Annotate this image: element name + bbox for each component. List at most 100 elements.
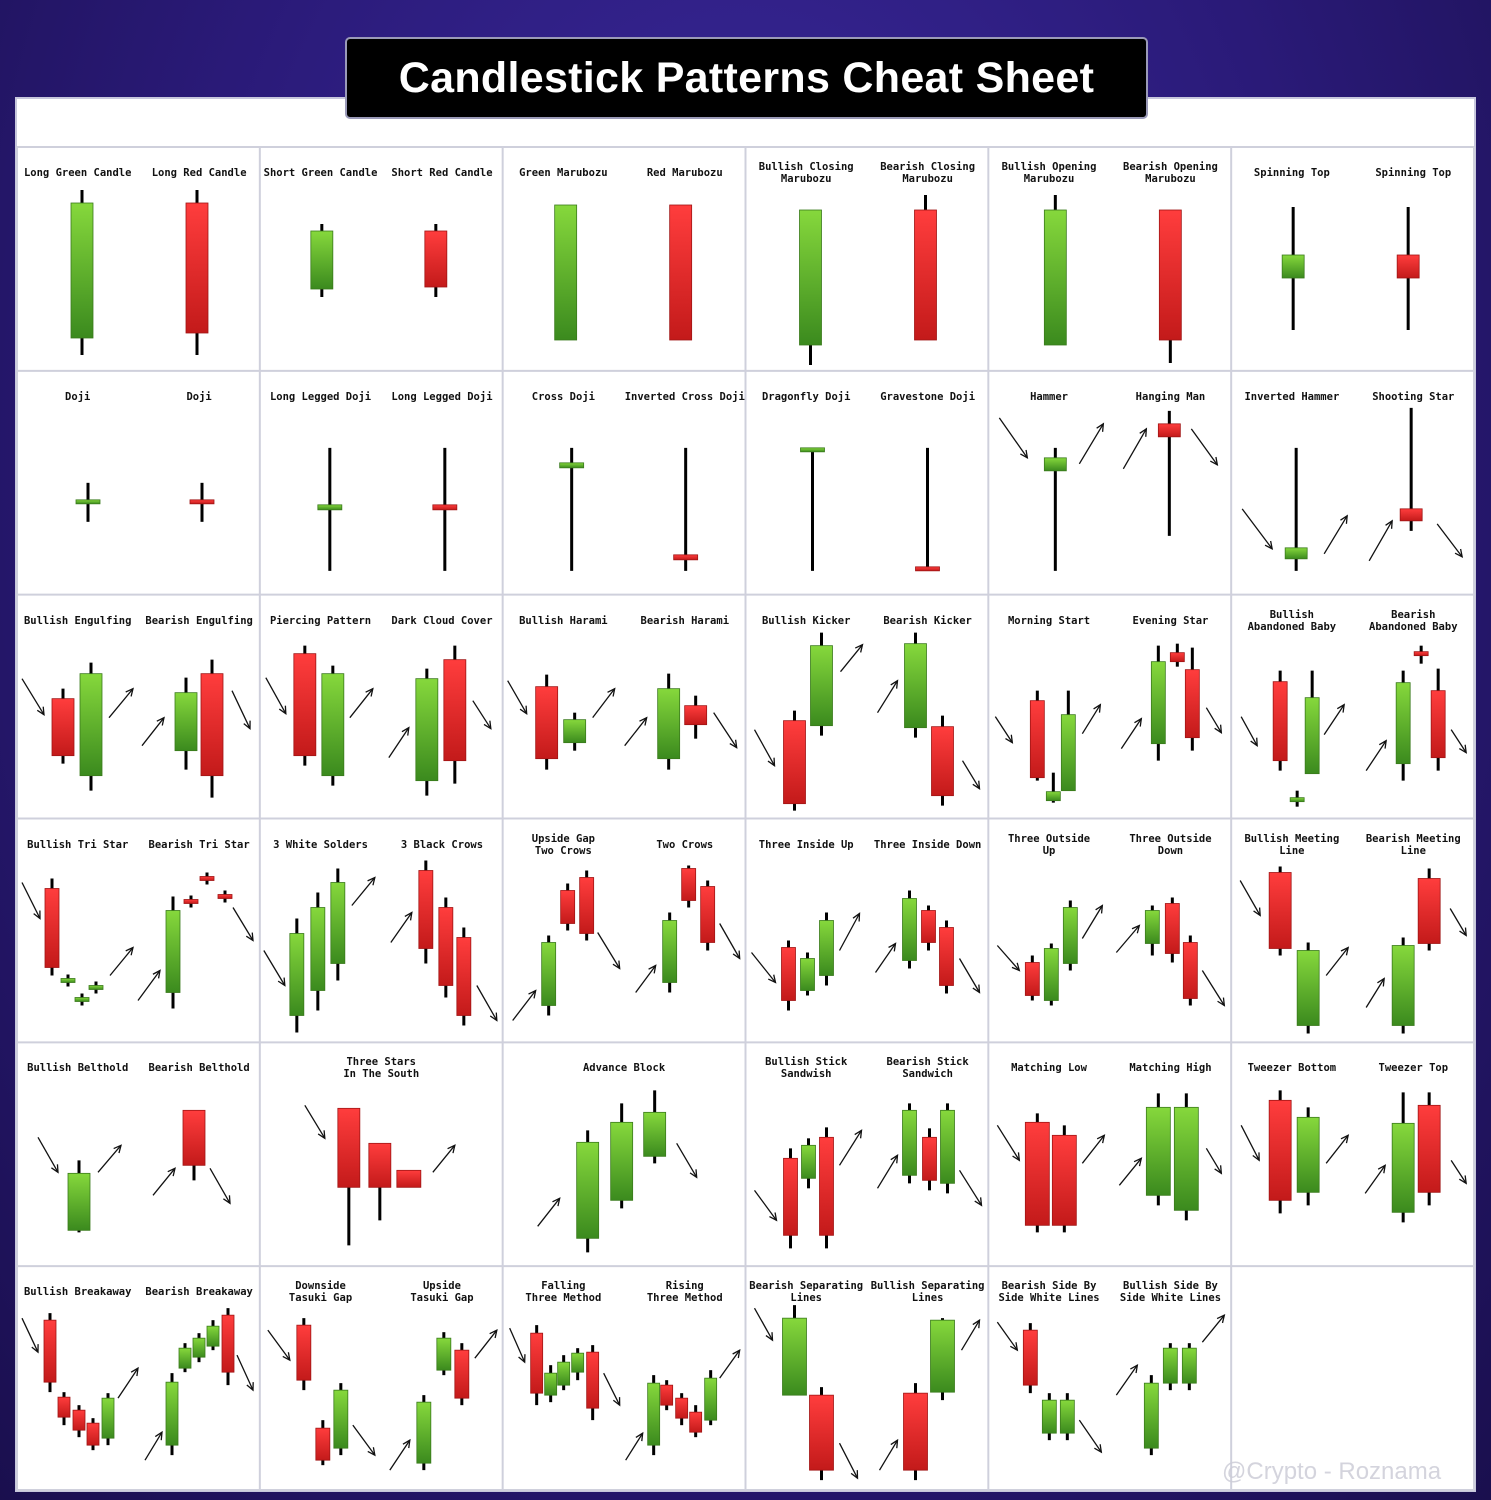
trend-arrow bbox=[1450, 729, 1467, 754]
candle-body bbox=[330, 882, 346, 964]
trend-arrow bbox=[1120, 718, 1142, 750]
candle-body bbox=[704, 1377, 718, 1421]
pattern-label: Bearish Separating Lines bbox=[749, 1280, 864, 1305]
pattern bbox=[1281, 207, 1420, 330]
trend-arrow bbox=[1449, 908, 1467, 936]
candle-body bbox=[199, 876, 215, 881]
candle-body bbox=[819, 920, 834, 976]
arrow-head bbox=[1012, 1152, 1021, 1162]
trend-arrow bbox=[1201, 970, 1225, 1006]
candle-body bbox=[1144, 910, 1160, 944]
candle-body bbox=[432, 504, 458, 511]
candle-body bbox=[1396, 254, 1420, 279]
pattern bbox=[750, 890, 981, 1011]
candle-body bbox=[675, 1397, 689, 1419]
pattern bbox=[554, 204, 693, 341]
arrow-head bbox=[1336, 703, 1345, 713]
pattern bbox=[509, 1325, 741, 1461]
candle-body bbox=[418, 870, 434, 949]
pattern-label: Bearish Opening Marubozu bbox=[1123, 161, 1218, 185]
candle-body bbox=[930, 1319, 955, 1393]
pattern bbox=[753, 632, 981, 811]
trend-arrow bbox=[1078, 423, 1104, 465]
pattern-label: Morning Start bbox=[1007, 614, 1091, 627]
arrow-head bbox=[223, 1195, 231, 1205]
arrow-head bbox=[974, 1197, 983, 1207]
trend-arrow bbox=[474, 1329, 498, 1359]
pattern bbox=[1043, 195, 1182, 363]
arrow-head bbox=[1214, 724, 1223, 734]
candle-body bbox=[673, 554, 699, 561]
candle-body bbox=[1062, 907, 1078, 964]
pattern-label: 3 Black Crows bbox=[400, 838, 484, 851]
candle-body bbox=[70, 202, 94, 339]
arrow-head bbox=[246, 1382, 254, 1392]
pattern-label: Inverted Hammer bbox=[1244, 390, 1340, 403]
arrow-head bbox=[635, 1431, 644, 1442]
arrow-head bbox=[1252, 1152, 1260, 1162]
candle-body bbox=[1181, 1347, 1197, 1384]
trend-arrow bbox=[998, 417, 1028, 459]
arrow-head bbox=[152, 969, 161, 979]
pattern bbox=[537, 1090, 698, 1253]
trend-arrow bbox=[753, 1307, 774, 1341]
trend-arrow bbox=[719, 923, 741, 959]
candle-body bbox=[904, 643, 927, 729]
candle-body bbox=[396, 1169, 422, 1188]
arrow-head bbox=[154, 1430, 163, 1441]
candle-body bbox=[681, 868, 697, 901]
pattern-label: Bullish Opening Marubozu bbox=[1001, 161, 1097, 185]
candle-body bbox=[174, 692, 198, 752]
arrow-head bbox=[113, 1144, 122, 1154]
arrow-head bbox=[1131, 924, 1141, 934]
candle-body bbox=[101, 1397, 115, 1439]
arrow-head bbox=[890, 1154, 899, 1164]
pattern bbox=[1239, 866, 1467, 1034]
arrow-head bbox=[401, 726, 410, 736]
candle-body bbox=[535, 686, 559, 760]
candle-body bbox=[662, 920, 678, 983]
arrow-head bbox=[1217, 997, 1226, 1007]
trend-arrow bbox=[603, 1372, 621, 1406]
pattern-label: Evening Star bbox=[1132, 614, 1209, 627]
candle-body bbox=[43, 1319, 57, 1383]
arrow-head bbox=[483, 720, 492, 730]
trend-arrow bbox=[961, 760, 981, 790]
pattern-label: Bearish Harami bbox=[640, 614, 730, 627]
candle-body bbox=[800, 958, 815, 991]
arrow-head bbox=[1096, 1134, 1106, 1144]
candle-body bbox=[454, 1349, 470, 1399]
candle-body bbox=[610, 1121, 634, 1201]
candle-body bbox=[783, 720, 806, 805]
arrow-head bbox=[972, 984, 981, 994]
candle-body bbox=[700, 886, 716, 943]
candle-body bbox=[809, 1394, 834, 1471]
pattern-label: Piercing Pattern bbox=[269, 614, 372, 627]
trend-arrow bbox=[109, 947, 134, 976]
arrow-head bbox=[528, 989, 537, 999]
arrow-head bbox=[1134, 717, 1143, 727]
trend-arrow bbox=[21, 1317, 39, 1353]
arrow-head bbox=[1378, 739, 1387, 749]
pattern-label: Doji bbox=[65, 390, 91, 403]
candle-body bbox=[931, 726, 954, 797]
arrow-head bbox=[33, 910, 41, 920]
arrow-head bbox=[277, 977, 286, 987]
pattern bbox=[559, 447, 699, 571]
pattern-label: Bearish Engulfing bbox=[145, 614, 253, 627]
candle-body bbox=[415, 678, 439, 782]
trend-arrow bbox=[352, 1424, 376, 1456]
candle-body bbox=[293, 653, 317, 757]
pattern-label: Bullish Stick Sandwish bbox=[765, 1056, 848, 1081]
candle-body bbox=[1024, 1121, 1050, 1226]
candle-body bbox=[1289, 797, 1305, 803]
arrow-head bbox=[1340, 946, 1350, 956]
candle-body bbox=[1182, 942, 1198, 999]
trend-arrow bbox=[1325, 947, 1349, 976]
trend-arrow bbox=[876, 680, 899, 714]
candle-body bbox=[1169, 652, 1185, 663]
candle-body bbox=[183, 899, 199, 904]
candle-body bbox=[165, 1381, 179, 1446]
trend-arrow bbox=[753, 729, 776, 766]
